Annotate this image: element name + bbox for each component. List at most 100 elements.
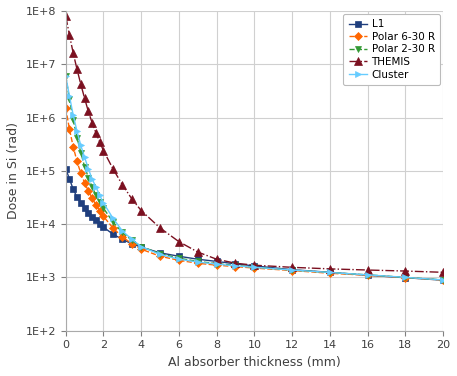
Polar 2-30 R: [101, 206, 106, 211]
Polar 2-30 R: [365, 273, 370, 277]
Cluster: [97, 193, 102, 197]
Polar 6-30 R: [110, 226, 116, 230]
THEMIS: [195, 250, 201, 254]
THEMIS: [67, 33, 72, 38]
THEMIS: [110, 167, 116, 171]
Polar 2-30 R: [90, 185, 95, 189]
Cluster: [78, 143, 84, 148]
Polar 2-30 R: [82, 164, 87, 169]
THEMIS: [82, 96, 87, 100]
Polar 6-30 R: [78, 171, 84, 176]
Polar 2-30 R: [85, 175, 91, 180]
L1: [97, 222, 102, 226]
Polar 2-30 R: [252, 265, 257, 270]
L1: [101, 225, 106, 229]
L1: [93, 218, 99, 223]
Polar 6-30 R: [93, 203, 99, 207]
THEMIS: [85, 109, 91, 114]
Polar 2-30 R: [440, 277, 446, 282]
Y-axis label: Dose in Si (rad): Dose in Si (rad): [7, 122, 20, 219]
Line: Polar 2-30 R: Polar 2-30 R: [62, 73, 446, 284]
L1: [327, 270, 333, 274]
L1: [138, 245, 144, 249]
L1: [74, 195, 80, 200]
Polar 6-30 R: [195, 261, 201, 265]
THEMIS: [233, 261, 238, 265]
Polar 2-30 R: [110, 220, 116, 224]
THEMIS: [157, 226, 163, 230]
THEMIS: [252, 263, 257, 267]
L1: [176, 254, 181, 259]
Cluster: [233, 264, 238, 268]
Polar 6-30 R: [97, 208, 102, 213]
Polar 2-30 R: [195, 259, 201, 264]
Polar 6-30 R: [70, 145, 76, 149]
Line: L1: L1: [63, 166, 446, 283]
Polar 2-30 R: [403, 275, 408, 280]
Cluster: [101, 201, 106, 205]
Polar 6-30 R: [252, 266, 257, 270]
Polar 6-30 R: [365, 273, 370, 277]
Cluster: [327, 270, 333, 275]
Legend: L1, Polar 6-30 R, Polar 2-30 R, THEMIS, Cluster: L1, Polar 6-30 R, Polar 2-30 R, THEMIS, …: [343, 14, 440, 85]
THEMIS: [70, 51, 76, 56]
Polar 2-30 R: [78, 150, 84, 155]
Cluster: [157, 252, 163, 257]
THEMIS: [327, 267, 333, 271]
Polar 6-30 R: [327, 271, 333, 276]
Polar 6-30 R: [82, 180, 87, 185]
Cluster: [110, 216, 116, 220]
THEMIS: [74, 67, 80, 72]
Cluster: [289, 268, 295, 272]
L1: [129, 241, 134, 246]
L1: [289, 267, 295, 272]
Polar 2-30 R: [129, 238, 134, 243]
Polar 6-30 R: [138, 247, 144, 252]
Cluster: [138, 244, 144, 249]
Cluster: [90, 177, 95, 181]
THEMIS: [78, 82, 84, 86]
Cluster: [67, 94, 72, 99]
Cluster: [120, 229, 125, 233]
THEMIS: [214, 257, 219, 261]
THEMIS: [440, 270, 446, 274]
Cluster: [74, 129, 80, 133]
Polar 2-30 R: [289, 268, 295, 272]
THEMIS: [90, 120, 95, 125]
Polar 6-30 R: [120, 235, 125, 239]
Polar 6-30 R: [176, 258, 181, 262]
Cluster: [63, 74, 69, 78]
L1: [252, 264, 257, 268]
Cluster: [403, 275, 408, 280]
Cluster: [440, 277, 446, 282]
L1: [90, 214, 95, 219]
Polar 6-30 R: [129, 241, 134, 246]
L1: [214, 259, 219, 264]
THEMIS: [403, 269, 408, 273]
Cluster: [129, 237, 134, 241]
Polar 6-30 R: [67, 127, 72, 132]
THEMIS: [97, 139, 102, 144]
Polar 6-30 R: [90, 196, 95, 200]
L1: [67, 177, 72, 181]
Polar 6-30 R: [403, 275, 408, 280]
THEMIS: [101, 149, 106, 153]
L1: [403, 276, 408, 280]
Polar 6-30 R: [214, 263, 219, 267]
Cluster: [214, 262, 219, 266]
Cluster: [70, 113, 76, 118]
Polar 6-30 R: [233, 264, 238, 269]
Line: Cluster: Cluster: [62, 73, 446, 284]
Polar 2-30 R: [120, 230, 125, 235]
L1: [440, 278, 446, 282]
Cluster: [93, 185, 99, 189]
Polar 2-30 R: [233, 263, 238, 268]
Polar 6-30 R: [289, 268, 295, 273]
Polar 2-30 R: [67, 97, 72, 102]
Cluster: [365, 273, 370, 277]
L1: [157, 250, 163, 255]
Polar 2-30 R: [327, 270, 333, 275]
Line: THEMIS: THEMIS: [62, 12, 447, 276]
Polar 6-30 R: [440, 278, 446, 282]
L1: [78, 201, 84, 205]
